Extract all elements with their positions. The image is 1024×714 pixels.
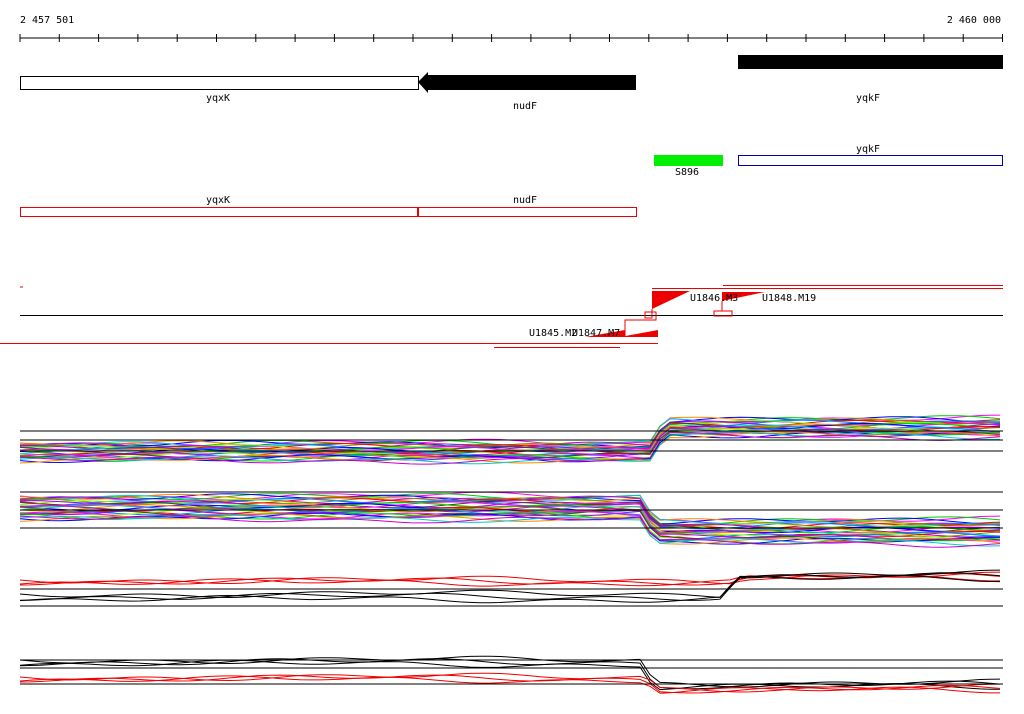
expression-line [19, 512, 1001, 545]
expression-line [19, 655, 1001, 688]
expression-line [19, 493, 1001, 527]
expression-line [19, 416, 1001, 449]
probe-label: U1848.M19 [762, 293, 816, 304]
gene-label: yqkF [856, 93, 880, 104]
ruler-start: 2 457 501 [20, 15, 74, 26]
expression-line [19, 658, 1001, 690]
expression-line [19, 431, 1001, 464]
expression-line [19, 491, 1001, 525]
gene-yqkF [738, 55, 1003, 69]
expression-line [19, 572, 1001, 601]
expression-line [19, 675, 1000, 694]
expression-line [19, 510, 1001, 544]
expression-line [19, 428, 1001, 461]
expression-line [19, 575, 1001, 604]
probe-label: U1847.M7 [572, 328, 620, 339]
gene-nudF [418, 72, 636, 93]
feature-yqkF [738, 155, 1003, 166]
expression-line [19, 572, 1001, 586]
gene-label: yqxK [206, 93, 230, 104]
expression-line [19, 497, 1001, 530]
gene-yqxK [20, 76, 419, 90]
feature-label: S896 [675, 167, 699, 178]
annotation-yqxK [20, 207, 418, 217]
probe-label: U1845.M2 [529, 328, 577, 339]
ruler-end: 2 460 000 [947, 15, 1001, 26]
expression-panels [19, 414, 1003, 694]
annotation-nudF [418, 207, 637, 217]
annotation-label: nudF [513, 195, 537, 206]
expression-line [19, 509, 1001, 542]
probe-label: U1846.M3 [690, 293, 738, 304]
gene-label: nudF [513, 101, 537, 112]
expression-line [19, 430, 1001, 464]
probe-track: U1846.M3 U1848.M19 U1845.M2 U1847.M7 [0, 285, 1003, 348]
expression-line [19, 569, 1001, 599]
expression-line [19, 419, 1001, 452]
expression-line [19, 674, 1001, 694]
ruler-ticks [19, 34, 1003, 42]
expression-line [19, 515, 1001, 548]
feature-label: yqkF [856, 144, 880, 155]
annotation-label: yqxK [206, 195, 230, 206]
expression-line [19, 431, 1001, 465]
feature-S896 [654, 155, 723, 166]
expression-line [19, 659, 1001, 691]
expression-line [19, 574, 1000, 587]
